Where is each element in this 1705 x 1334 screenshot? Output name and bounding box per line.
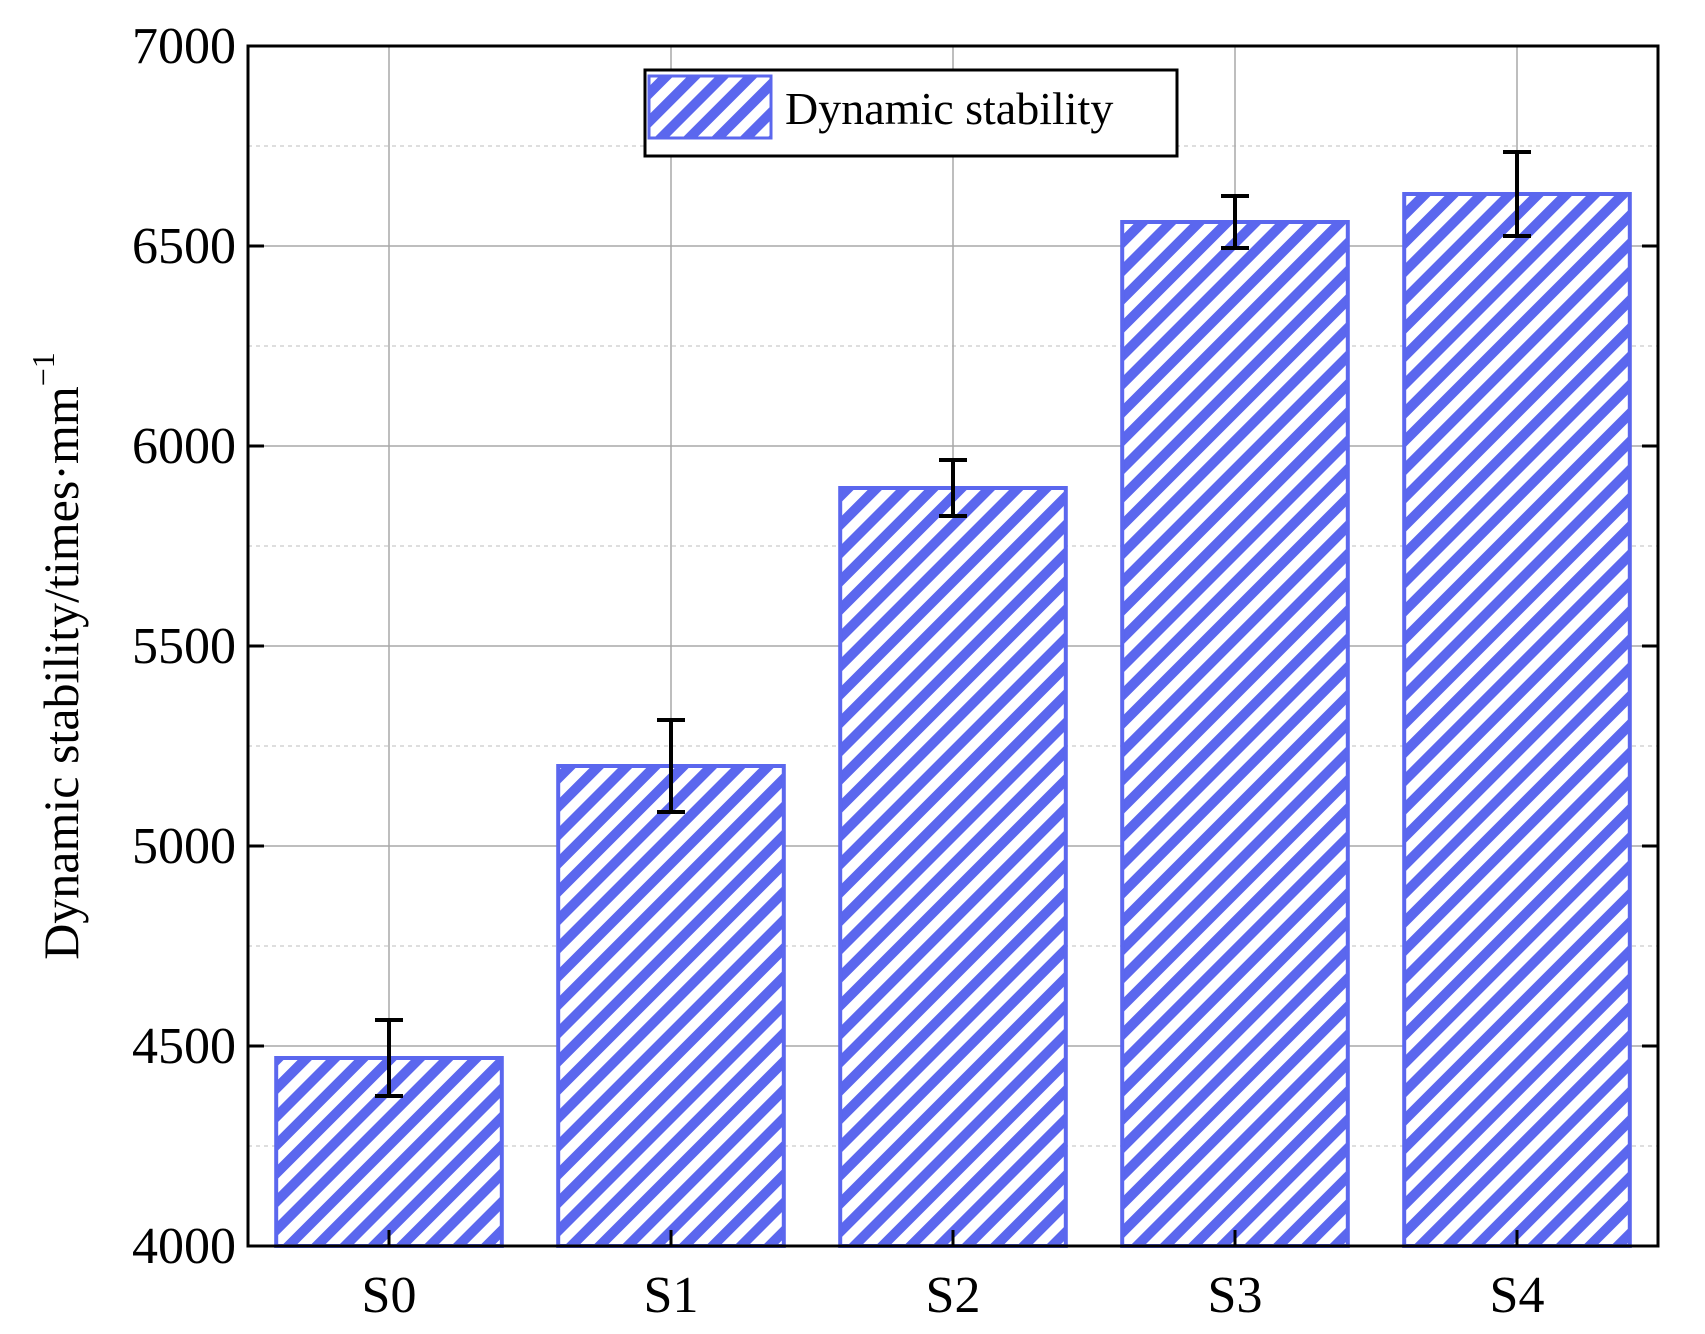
legend-label: Dynamic stability: [785, 83, 1113, 134]
y-tick-label: 4500: [132, 1018, 236, 1075]
errorbar-s4: [1503, 150, 1531, 238]
x-tick-label-s4: S4: [1490, 1267, 1545, 1324]
bar-s4: [1402, 192, 1632, 1248]
x-axis-ticks: S0 S1 S2 S3 S4: [362, 1230, 1545, 1324]
y-axis-title-superscript: −1: [25, 352, 61, 386]
bar-s2: [838, 486, 1068, 1248]
legend: Dynamic stability: [643, 68, 1179, 158]
y-tick-label: 5500: [132, 618, 236, 675]
y-tick-label: 5000: [132, 818, 236, 875]
x-tick-label-s0: S0: [362, 1267, 417, 1324]
y-axis-ticks: 4000 4500 5000 5500 6000 6500 7000: [132, 18, 1658, 1275]
errorbar-s1: [657, 718, 685, 814]
y-axis-title: Dynamic stability/times·mm−1: [25, 352, 89, 960]
y-tick-label: 4000: [132, 1218, 236, 1275]
error-bars: [375, 150, 1531, 1098]
errorbar-s2: [939, 458, 967, 518]
bar-s1: [556, 764, 786, 1248]
y-axis-title-text: Dynamic stability/times·mm: [33, 386, 89, 960]
y-tick-label: 6500: [132, 218, 236, 275]
x-tick-label-s3: S3: [1208, 1267, 1263, 1324]
y-tick-label: 6000: [132, 418, 236, 475]
errorbar-s3: [1221, 194, 1249, 250]
x-tick-label-s1: S1: [644, 1267, 699, 1324]
bars: [274, 192, 1632, 1248]
x-tick-label-s2: S2: [926, 1267, 981, 1324]
y-tick-label: 7000: [132, 18, 236, 75]
errorbar-s0: [375, 1018, 403, 1098]
legend-swatch: [647, 74, 773, 140]
bar-s3: [1120, 220, 1350, 1248]
